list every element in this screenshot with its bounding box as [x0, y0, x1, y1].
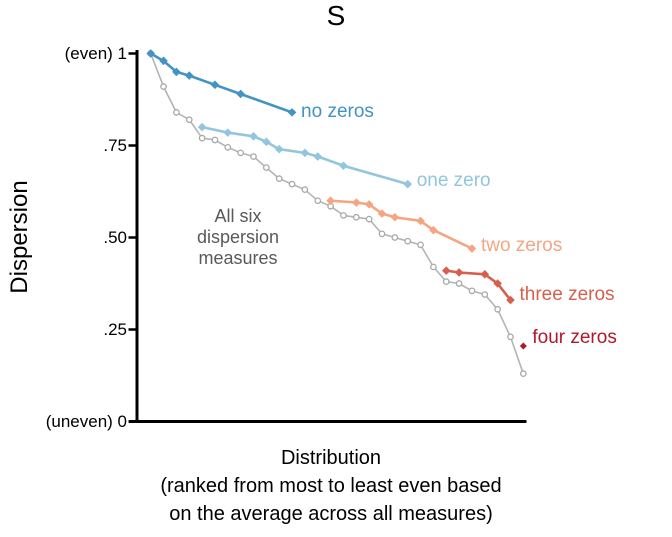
- data-point-marker: [494, 305, 501, 313]
- annotation-line: All six: [214, 206, 262, 226]
- data-point-marker: [378, 230, 386, 238]
- data-point-marker: [467, 244, 477, 253]
- data-point-marker: [352, 213, 360, 221]
- data-point-marker: [237, 149, 244, 157]
- data-point-marker: [507, 333, 514, 341]
- series-line-two-zeros: [329, 199, 474, 250]
- data-point-marker: [404, 237, 412, 245]
- data-point-marker: [481, 291, 489, 298]
- data-point-marker: [340, 212, 347, 219]
- data-point-marker: [173, 109, 180, 116]
- data-point-marker: [211, 136, 219, 144]
- data-point-marker: [159, 56, 168, 66]
- data-point-marker: [198, 134, 206, 142]
- data-point-marker: [391, 234, 399, 241]
- data-point-marker: [301, 186, 309, 194]
- y-tick-label: (even) 1: [64, 43, 127, 63]
- data-point-marker: [455, 280, 463, 287]
- data-point-marker: [275, 175, 283, 182]
- annotation-line: dispersion: [196, 227, 280, 247]
- data-point-marker: [300, 148, 310, 158]
- series-label-no-zeros: no zeros: [301, 101, 374, 123]
- annotation-line: measures: [198, 248, 278, 268]
- data-point-marker: [197, 122, 207, 132]
- y-tick-label: .50: [103, 227, 127, 247]
- series-label-two-zeros: two zeros: [480, 234, 563, 256]
- x-axis-subtitle-line: (ranked from most to least even based: [160, 475, 502, 497]
- data-point-marker: [223, 128, 233, 137]
- data-point-marker: [352, 198, 361, 207]
- y-tick-label: .25: [103, 319, 127, 339]
- data-point-marker: [430, 263, 437, 271]
- data-point-marker: [364, 200, 374, 209]
- data-point-marker: [442, 278, 450, 286]
- data-point-marker: [287, 108, 297, 117]
- data-point-marker: [519, 342, 527, 350]
- data-point-marker: [185, 116, 193, 124]
- series-label-one-zero: one zero: [416, 170, 491, 192]
- x-axis-title: Distribution: [280, 447, 382, 469]
- x-axis-caption: Distribution (ranked from most to least …: [111, 444, 551, 528]
- data-point-marker: [493, 279, 502, 288]
- data-point-marker: [506, 295, 515, 305]
- data-point-marker: [403, 179, 412, 189]
- data-point-marker: [365, 215, 373, 223]
- data-point-marker: [146, 49, 155, 58]
- data-point-marker: [429, 225, 438, 235]
- data-point-marker: [314, 197, 322, 205]
- data-point-marker: [184, 71, 194, 80]
- data-point-marker: [274, 144, 284, 154]
- data-point-marker: [313, 152, 323, 161]
- chart-title: S: [326, 0, 346, 31]
- data-point-marker: [262, 137, 271, 147]
- data-point-marker: [339, 161, 348, 171]
- series-line-three-zeros: [444, 269, 512, 302]
- data-point-marker: [468, 287, 476, 295]
- data-point-marker: [210, 80, 220, 90]
- data-point-marker: [377, 209, 387, 218]
- y-tick-label: .75: [103, 135, 127, 155]
- data-point-marker: [441, 266, 451, 275]
- data-point-marker: [262, 164, 270, 171]
- data-point-marker: [250, 153, 257, 160]
- data-point-marker: [326, 196, 335, 205]
- data-point-marker: [417, 241, 424, 249]
- annotation-all-six-measures: All six dispersion measures: [148, 206, 328, 269]
- series-label-four-zeros: four zeros: [532, 327, 617, 349]
- data-point-marker: [288, 180, 296, 188]
- data-point-marker: [160, 83, 167, 90]
- data-point-marker: [480, 270, 490, 279]
- data-point-marker: [454, 268, 464, 277]
- data-point-marker: [416, 216, 425, 226]
- data-point-marker: [236, 89, 245, 99]
- data-point-marker: [390, 212, 400, 222]
- y-tick-label: (uneven) 0: [45, 411, 127, 431]
- data-point-marker: [249, 132, 258, 141]
- series-label-three-zeros: three zeros: [519, 284, 615, 306]
- data-point-marker: [519, 370, 527, 378]
- data-point-marker: [224, 143, 232, 151]
- data-point-marker: [172, 67, 181, 77]
- x-axis-subtitle-line: on the average across all measures): [169, 503, 493, 525]
